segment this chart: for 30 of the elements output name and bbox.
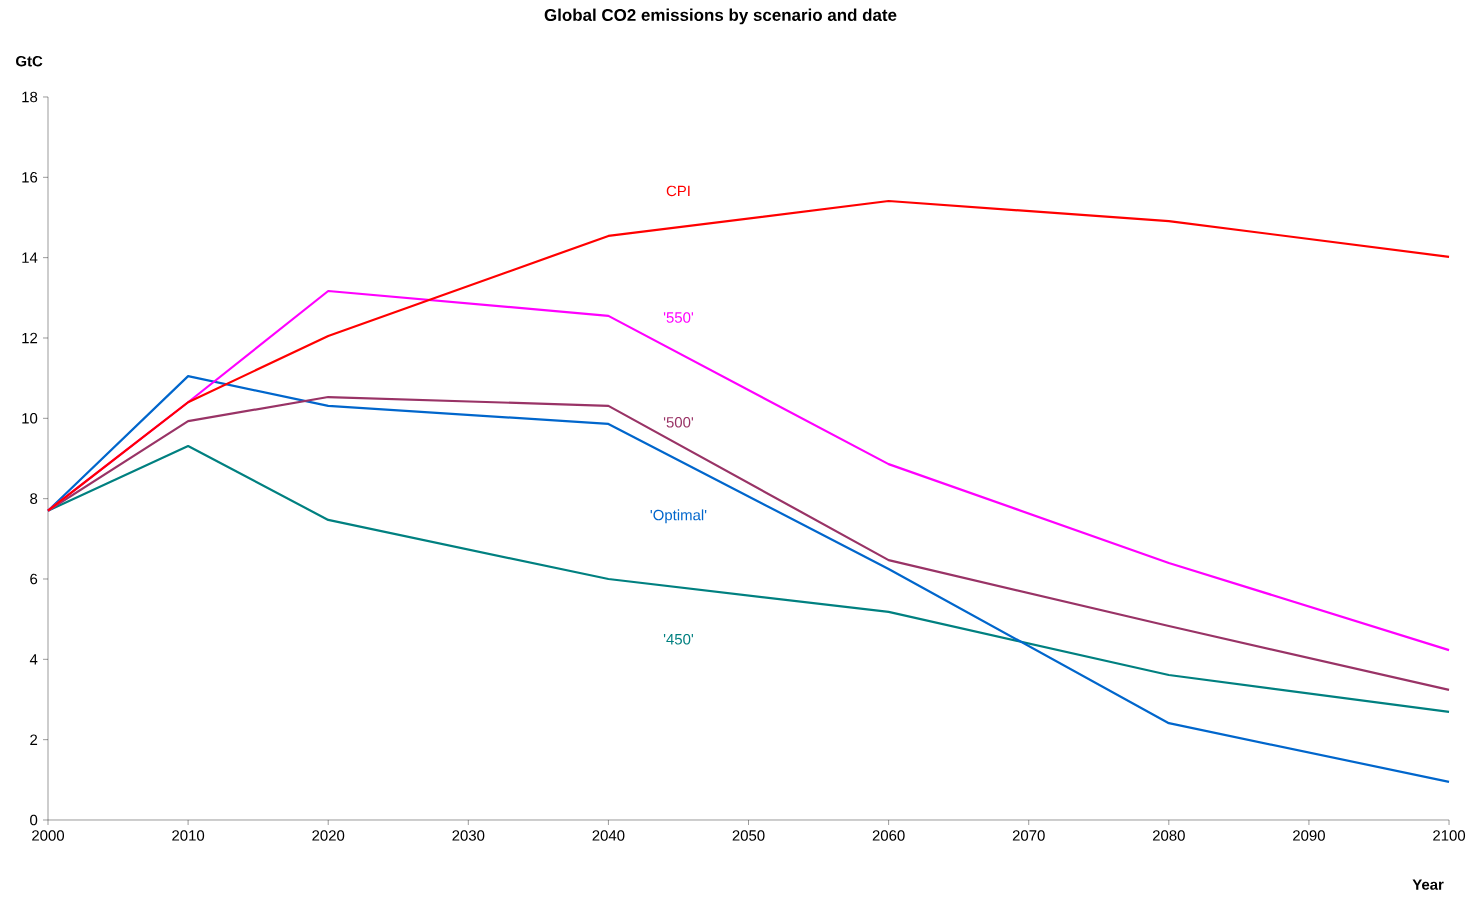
- series-label: '500': [663, 417, 694, 428]
- y-tick-label: 14: [22, 252, 38, 263]
- x-tick-label: 2020: [312, 830, 345, 841]
- y-tick-label: 4: [29, 654, 38, 665]
- x-tick-label: 2010: [172, 830, 205, 841]
- x-tick-label: 2100: [1433, 830, 1466, 841]
- line-series: [46, 444, 1451, 714]
- y-tick-label: 18: [22, 91, 38, 103]
- x-tick-label: 2070: [1012, 830, 1045, 841]
- x-axis-title: Year: [1412, 879, 1444, 890]
- text: '450': [663, 633, 694, 645]
- chart-title: Global CO2 emissions by scenario and date: [544, 8, 897, 25]
- x-tick-label: 2000: [32, 830, 65, 841]
- x-tick-label: 2080: [1152, 830, 1185, 841]
- x-tick-label: 2090: [1293, 830, 1325, 841]
- x-tick-label: 2040: [592, 830, 625, 841]
- x-tick-label: 2030: [452, 830, 485, 841]
- x-tick-label: 2060: [872, 830, 905, 841]
- x-tick-label: 2050: [732, 830, 765, 841]
- y-tick-label: 10: [22, 413, 38, 424]
- y-tick-label: 0: [30, 814, 38, 826]
- y-tick-label: 12: [22, 332, 38, 344]
- series-label: '550': [663, 312, 694, 323]
- series-label: CPI: [666, 185, 690, 197]
- y-tick-label: 6: [30, 573, 38, 585]
- text: 'Optimal': [650, 509, 707, 524]
- y-tick-label: 8: [30, 493, 38, 504]
- y-tick-label: 16: [22, 172, 38, 183]
- y-axis-title: GtC: [16, 55, 43, 67]
- y-tick-label: 2: [30, 734, 38, 745]
